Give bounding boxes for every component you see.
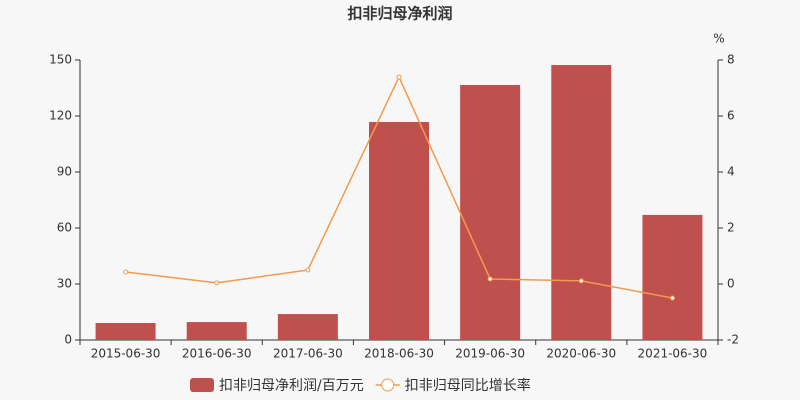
- line-point: [214, 280, 220, 286]
- line-point: [305, 267, 311, 273]
- chart-title: 扣非归母净利润: [347, 5, 452, 23]
- x-tick-label: 2017-06-30: [273, 347, 343, 361]
- y2-tick-label: 2: [727, 221, 735, 235]
- line-point: [396, 74, 402, 80]
- legend-swatch: [190, 378, 214, 392]
- x-tick-label: 2015-06-30: [91, 347, 161, 361]
- line-point: [123, 269, 129, 275]
- bar: [460, 85, 521, 340]
- legend-label: 扣非归母净利润/百万元: [219, 377, 364, 394]
- line-point: [669, 295, 675, 301]
- line-point: [578, 278, 584, 284]
- y-tick-label: 120: [49, 109, 72, 123]
- bar: [642, 214, 703, 340]
- y-tick-label: 150: [49, 53, 72, 67]
- x-tick-label: 2019-06-30: [455, 347, 525, 361]
- bar: [277, 314, 338, 340]
- y2-tick-label: 4: [727, 165, 735, 179]
- line-point: [487, 276, 493, 282]
- y2-tick-label: -2: [727, 333, 739, 347]
- x-tick-label: 2021-06-30: [638, 347, 708, 361]
- y2-unit: %: [713, 32, 724, 46]
- bar: [369, 121, 429, 341]
- y-tick-label: 60: [57, 221, 72, 235]
- legend-swatch: [381, 378, 395, 392]
- bar: [95, 323, 156, 340]
- x-tick-label: 2016-06-30: [182, 347, 252, 361]
- bar: [551, 65, 612, 340]
- y2-tick-label: 0: [727, 277, 735, 291]
- legend-label: 扣非归母同比增长率: [405, 377, 531, 394]
- y2-tick-label: 6: [727, 109, 735, 123]
- y-tick-label: 0: [64, 333, 72, 347]
- y2-tick-label: 8: [727, 53, 735, 67]
- y-tick-label: 30: [57, 277, 72, 291]
- x-tick-label: 2018-06-30: [364, 347, 434, 361]
- bar: [186, 322, 247, 340]
- y-tick-label: 90: [57, 165, 72, 179]
- x-tick-label: 2020-06-30: [546, 347, 616, 361]
